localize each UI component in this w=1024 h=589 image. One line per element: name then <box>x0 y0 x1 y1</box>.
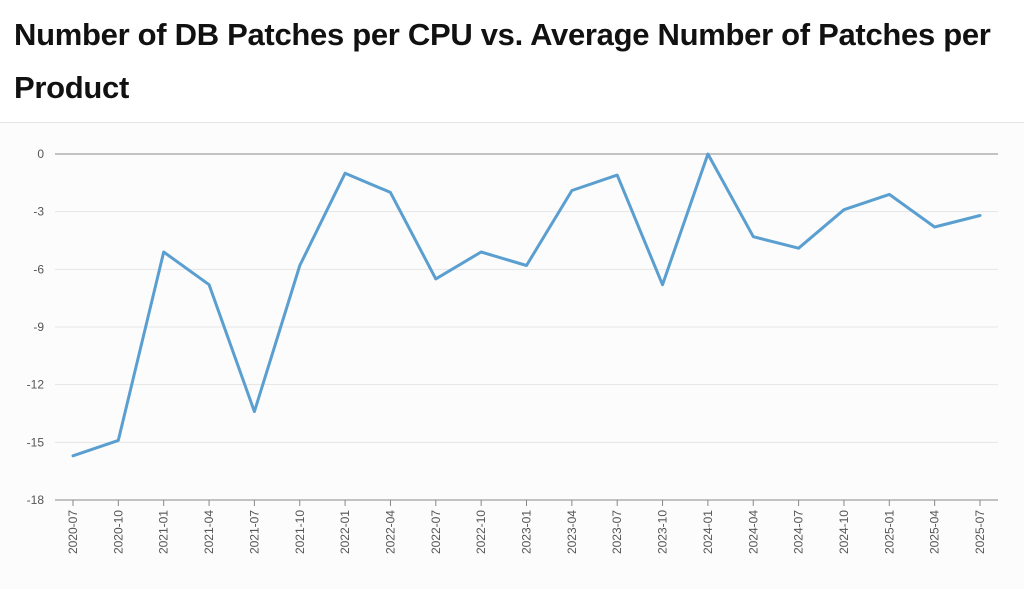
x-tick-label: 2021-04 <box>202 510 216 554</box>
y-tick-label: -15 <box>27 435 45 449</box>
x-tick-label: 2020-07 <box>66 510 80 554</box>
x-tick-label: 2024-01 <box>701 510 715 554</box>
x-tick-label: 2024-07 <box>792 510 806 554</box>
y-tick-label: 0 <box>37 147 44 161</box>
x-tick-label: 2024-10 <box>837 510 851 554</box>
x-tick-label: 2023-10 <box>656 510 670 554</box>
x-tick-label: 2021-07 <box>247 510 261 554</box>
x-tick-label: 2022-01 <box>338 510 352 554</box>
x-tick-label: 2020-10 <box>111 510 125 554</box>
y-tick-label: -12 <box>27 378 45 392</box>
y-tick-label: -18 <box>27 493 45 507</box>
x-tick-label: 2023-07 <box>610 510 624 554</box>
x-tick-label: 2025-01 <box>882 510 896 554</box>
y-tick-label: -6 <box>33 262 44 276</box>
x-tick-label: 2022-04 <box>383 510 397 554</box>
x-tick-label: 2023-01 <box>520 510 534 554</box>
series-line <box>71 152 982 458</box>
y-tick-label: -9 <box>33 320 44 334</box>
chart-title: Number of DB Patches per CPU vs. Average… <box>14 17 991 105</box>
x-tick-label: 2023-04 <box>565 510 579 554</box>
x-tick-label: 2025-07 <box>973 510 987 554</box>
x-tick-label: 2025-04 <box>928 510 942 554</box>
x-tick-label: 2021-01 <box>157 510 171 554</box>
chart-area <box>0 122 1024 589</box>
x-tick-label: 2021-10 <box>293 510 307 554</box>
x-tick-label: 2022-07 <box>429 510 443 554</box>
x-tick-label: 2024-04 <box>746 510 760 554</box>
x-tick-label: 2022-10 <box>474 510 488 554</box>
y-tick-label: -3 <box>33 205 44 219</box>
